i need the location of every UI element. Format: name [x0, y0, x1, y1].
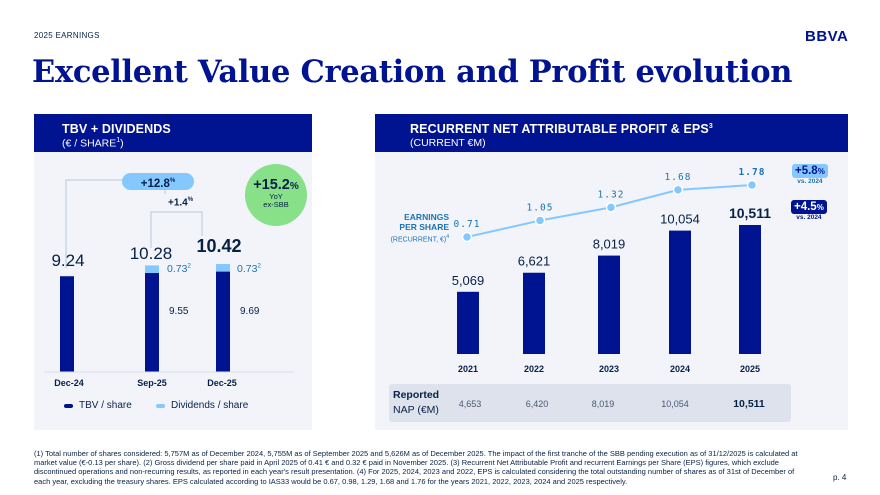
eps-point-2021 [461, 231, 473, 243]
reported-2022: 6,420 [525, 399, 549, 409]
growth-bracket-small [150, 211, 203, 248]
profit-bar-2025 [739, 225, 761, 354]
tbv-bar-sep-25 [145, 273, 159, 372]
profit-label-2022: 6,621 [518, 254, 551, 269]
badge-eps-growth: +5.8% vs. 2024 [792, 164, 828, 185]
reported-2021: 4,653 [458, 399, 482, 409]
tbv-chart [44, 179, 294, 373]
year-label-2023: 2023 [599, 364, 619, 374]
eps-label-2023: 1.32 [598, 189, 625, 200]
cat-sep25: Sep-25 [137, 378, 167, 388]
cat-dec24: Dec-24 [54, 378, 84, 388]
growth-main-pill: +12.8% [122, 173, 194, 190]
yoy-badge: +15.2% YoY ex-SBB [245, 164, 307, 226]
section-tag: 2025 EARNINGS [34, 31, 100, 40]
page-number: p. 4 [833, 473, 847, 482]
div-label-dec25: 0.732 [237, 263, 261, 275]
profit-label-2025: 10,511 [729, 205, 771, 221]
right-panel-body: 5,069 2021 6,621 2022 8,019 2023 10,054 2024 10,… [375, 152, 848, 430]
reported-nap-label: Reported NAP (€M) [393, 389, 440, 416]
profit-label-2024: 10,054 [660, 212, 700, 227]
legend-tbv: TBV / share [64, 400, 132, 411]
eps-label-2025: 1.78 [739, 167, 766, 178]
eps-label-2024: 1.68 [665, 172, 692, 183]
legend-tbv-swatch [64, 403, 73, 408]
right-panel-header: RECURRENT NET ATTRIBUTABLE PROFIT & EPS3… [375, 114, 848, 152]
eps-label-2022: 1.05 [527, 202, 554, 213]
total-dec25: 10.42 [196, 236, 242, 256]
tbv-bar-dec-24 [60, 276, 74, 372]
right-panel-title: RECURRENT NET ATTRIBUTABLE PROFIT & EPS3 [410, 122, 713, 136]
cat-dec25: Dec-25 [207, 378, 237, 388]
total-sep25: 10.28 [129, 244, 173, 263]
right-panel-subtitle: (CURRENT €M) [410, 137, 486, 149]
eps-label-2021: 0.71 [454, 219, 481, 230]
tbv-bar-dec-25 [216, 271, 230, 372]
profit-bar-2022 [523, 272, 545, 354]
left-panel-header: TBV + DIVIDENDS (€ / SHARE1) [34, 114, 312, 152]
profit-chart: 5,069 2021 6,621 2022 8,019 2023 10,054 2024 10,… [452, 167, 772, 374]
dividend-bar-sep-25 [145, 265, 159, 274]
profit-bar-2023 [598, 255, 620, 354]
dividend-bar-dec-25 [216, 264, 230, 272]
profit-bar-2024 [669, 230, 691, 354]
year-label-2025: 2025 [740, 364, 760, 374]
reported-2023: 8,019 [591, 399, 615, 409]
eps-point-2023 [605, 202, 617, 213]
year-label-2024: 2024 [670, 364, 690, 374]
growth-small-label: +1.4% [168, 197, 194, 209]
year-label-2022: 2022 [524, 364, 544, 374]
badge-profit-growth: +4.5% vs. 2024 [791, 200, 827, 221]
profit-label-2021: 5,069 [452, 273, 485, 288]
eps-point-2024 [672, 184, 684, 196]
tbv-label-sep25: 9.55 [169, 306, 189, 317]
eps-side-label: EARNINGS PER SHARE (RECURRENT, €)4 [390, 212, 449, 244]
year-label-2021: 2021 [458, 364, 478, 374]
eps-point-2025 [746, 179, 758, 191]
page-title: Excellent Value Creation and Profit evol… [32, 54, 793, 90]
footnote: (1) Total number of shares considered: 5… [34, 449, 798, 486]
left-panel-title: TBV + DIVIDENDS [62, 122, 171, 136]
reported-2024: 10,054 [661, 399, 689, 409]
div-label-sep25: 0.732 [167, 263, 191, 275]
eps-point-2022 [534, 215, 546, 226]
bbva-logo: BBVA [805, 28, 849, 45]
profit-bar-2021 [457, 291, 479, 354]
total-dec24: 9.24 [51, 251, 85, 270]
legend-div-swatch [156, 403, 165, 408]
reported-nap-row [389, 384, 791, 422]
profit-label-2023: 8,019 [593, 237, 626, 252]
reported-2025: 10,511 [733, 398, 765, 410]
legend-dividends: Dividends / share [156, 400, 248, 411]
left-panel-body: +12.8% +1.4% +15.2% YoY ex-SBB 9.24 10.2… [34, 152, 312, 430]
tbv-label-dec25: 9.69 [240, 306, 260, 317]
left-panel-subtitle: (€ / SHARE1) [62, 137, 124, 150]
